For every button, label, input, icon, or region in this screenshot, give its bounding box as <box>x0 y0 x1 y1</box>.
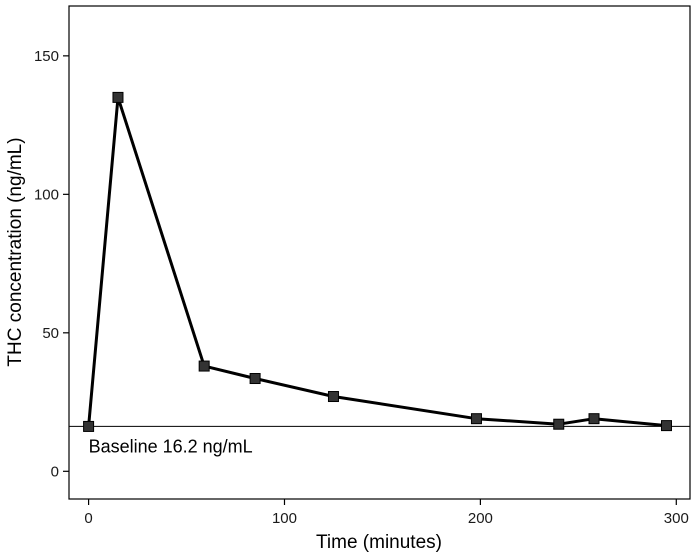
data-point-7 <box>588 413 600 425</box>
data-point-4 <box>327 391 339 403</box>
x-axis-title: Time (minutes) <box>316 532 442 553</box>
data-point-5 <box>470 413 482 425</box>
data-point-6 <box>553 418 565 430</box>
x-tick-label-100: 100 <box>272 510 297 527</box>
y-axis-title: THC concentration (ng/mL) <box>5 137 26 366</box>
x-tick-label-300: 300 <box>664 510 689 527</box>
x-tick-label-200: 200 <box>468 510 493 527</box>
plot-frame <box>68 5 691 500</box>
baseline-label: Baseline 16.2 ng/mL <box>89 436 253 456</box>
y-axis-ticks: 0 50 100 150 <box>34 48 69 480</box>
x-tick-label-0: 0 <box>84 510 92 527</box>
data-point-3 <box>249 373 261 385</box>
series-line-0 <box>87 95 667 428</box>
data-point-0 <box>83 420 95 432</box>
y-tick-label-100: 100 <box>34 186 59 203</box>
data-point-8 <box>660 420 672 432</box>
x-axis-ticks: 0 100 200 300 <box>84 499 689 527</box>
y-tick-label-0: 0 <box>51 463 59 480</box>
data-point-2 <box>198 360 210 372</box>
y-tick-label-50: 50 <box>42 325 59 342</box>
series-layer <box>83 91 672 432</box>
data-point-1 <box>112 91 124 103</box>
y-tick-label-150: 150 <box>34 48 59 65</box>
